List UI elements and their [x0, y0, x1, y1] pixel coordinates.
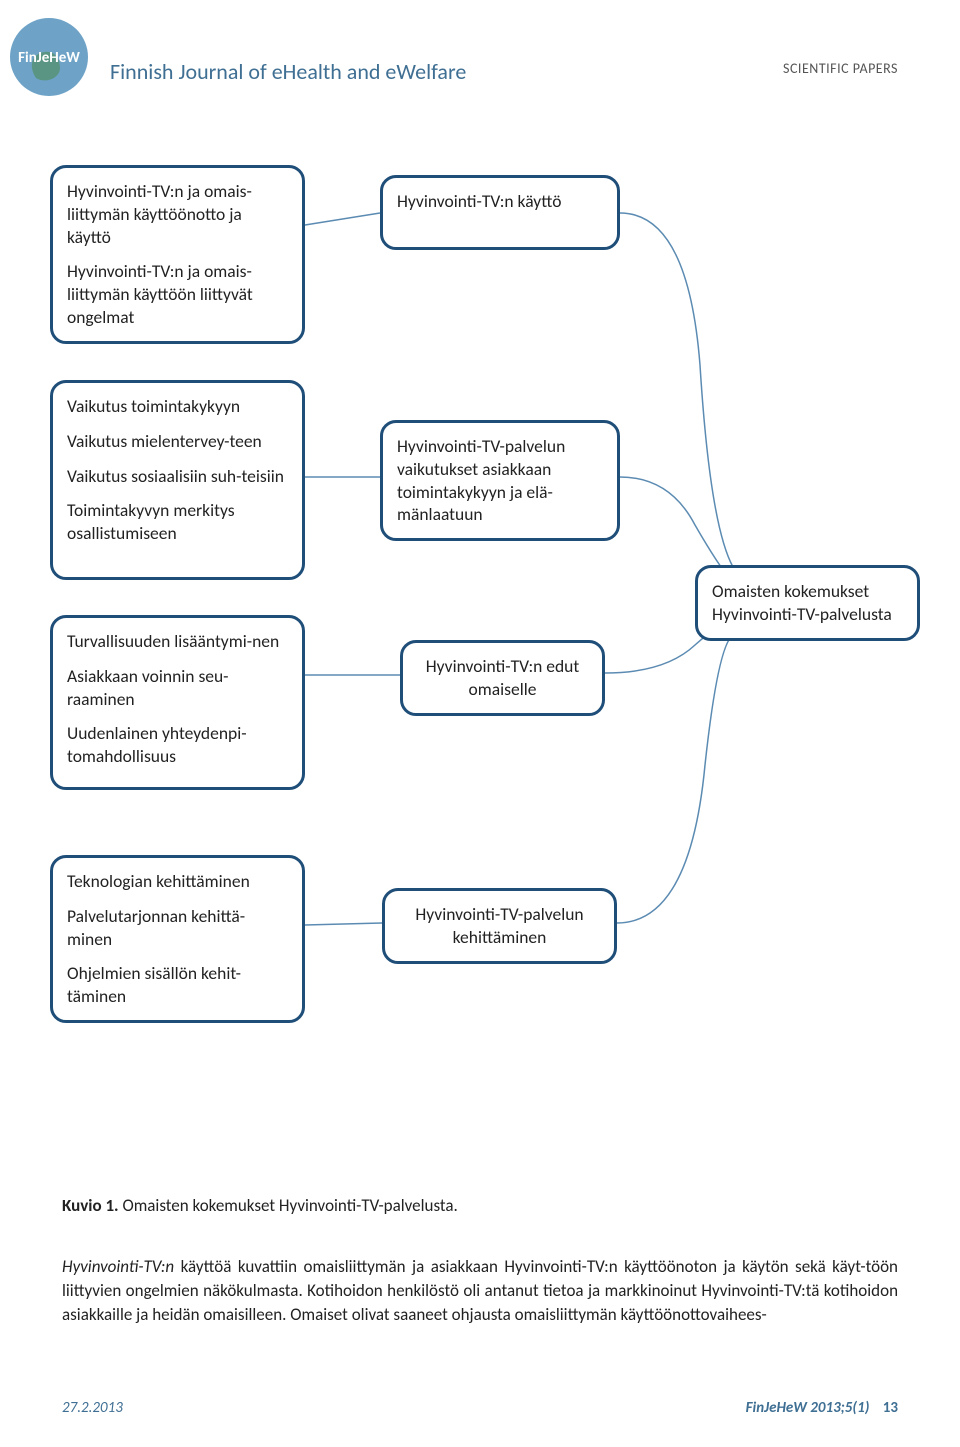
footer-date: 27.2.2013	[62, 1399, 123, 1417]
page: FinJeHeW Finnish Journal of eHealth and …	[0, 0, 960, 1447]
diagram-node-line: Vaikutus mielentervey-teen	[67, 430, 288, 453]
diagram-node-line: Teknologian kehittäminen	[67, 870, 288, 893]
diagram-node-line: Hyvinvointi-TV:n käyttö	[397, 190, 603, 213]
page-header: FinJeHeW Finnish Journal of eHealth and …	[0, 18, 960, 98]
diagram-node-line: Turvallisuuden lisääntymi-nen	[67, 630, 288, 653]
page-footer: 27.2.2013 FinJeHeW 2013;5(1) 13	[0, 1399, 960, 1419]
diagram-node: Omaisten kokemukset Hyvinvointi-TV-palve…	[695, 565, 920, 641]
section-label: SCIENTIFIC PAPERS	[783, 60, 898, 77]
diagram-node: Hyvinvointi-TV:n käyttö	[380, 175, 620, 250]
diagram-node-line: Hyvinvointi-TV-palvelun vaikutukset asia…	[397, 435, 603, 526]
journal-logo-icon: FinJeHeW	[10, 18, 88, 96]
diagram-node-line: Vaikutus toimintakykyyn	[67, 395, 288, 418]
diagram-node-line: Hyvinvointi-TV:n ja omais-liittymän käyt…	[67, 180, 288, 248]
logo-text: FinJeHeW	[18, 49, 80, 67]
diagram-node: Hyvinvointi-TV:n ja omais-liittymän käyt…	[50, 165, 305, 344]
diagram-node: Hyvinvointi-TV-palvelun vaikutukset asia…	[380, 420, 620, 541]
diagram-node-line: Palvelutarjonnan kehittä-minen	[67, 905, 288, 951]
journal-title: Finnish Journal of eHealth and eWelfare	[110, 58, 466, 85]
diagram-node: Turvallisuuden lisääntymi-nen Asiakkaan v…	[50, 615, 305, 790]
diagram-node-line: Uudenlainen yhteydenpi-tomahdollisuus	[67, 722, 288, 768]
diagram-node: Teknologian kehittäminen Palvelutarjonnan…	[50, 855, 305, 1023]
body-lead: Hyvinvointi-TV:n	[62, 1256, 174, 1277]
diagram-node-line: Toimintakyvyn merkitys osallistumiseen	[67, 499, 288, 545]
footer-page: 13	[883, 1399, 898, 1417]
diagram-node-line: Asiakkaan voinnin seu-raaminen	[67, 665, 288, 711]
figure-label: Kuvio 1.	[62, 1195, 119, 1216]
diagram-node: Hyvinvointi-TV-palvelun kehittäminen	[382, 888, 617, 964]
diagram-node-line: Hyvinvointi-TV-palvelun kehittäminen	[399, 903, 600, 949]
figure-caption-text: Omaisten kokemukset Hyvinvointi-TV-palve…	[122, 1195, 457, 1216]
diagram-node-line: Ohjelmien sisällön kehit-täminen	[67, 962, 288, 1008]
concept-diagram: Hyvinvointi-TV:n ja omais-liittymän käyt…	[50, 165, 910, 1175]
footer-journal: FinJeHeW 2013;5(1)	[746, 1399, 870, 1417]
diagram-node-line: Omaisten kokemukset Hyvinvointi-TV-palve…	[712, 580, 903, 626]
diagram-node: Vaikutus toimintakykyyn Vaikutus mielente…	[50, 380, 305, 580]
diagram-node-line: Hyvinvointi-TV:n ja omais-liittymän käyt…	[67, 260, 288, 328]
body-paragraph: Hyvinvointi-TV:n käyttöä kuvattiin omais…	[62, 1255, 898, 1327]
body-rest: käyttöä kuvattiin omaisliittymän ja asia…	[62, 1256, 898, 1325]
figure-caption: Kuvio 1. Omaisten kokemukset Hyvinvointi…	[62, 1195, 898, 1216]
diagram-node: Hyvinvointi-TV:n edut omaiselle	[400, 640, 605, 716]
footer-right: FinJeHeW 2013;5(1) 13	[746, 1399, 898, 1417]
diagram-node-line: Hyvinvointi-TV:n edut omaiselle	[417, 655, 588, 701]
diagram-node-line: Vaikutus sosiaalisiin suh-teisiin	[67, 465, 288, 488]
